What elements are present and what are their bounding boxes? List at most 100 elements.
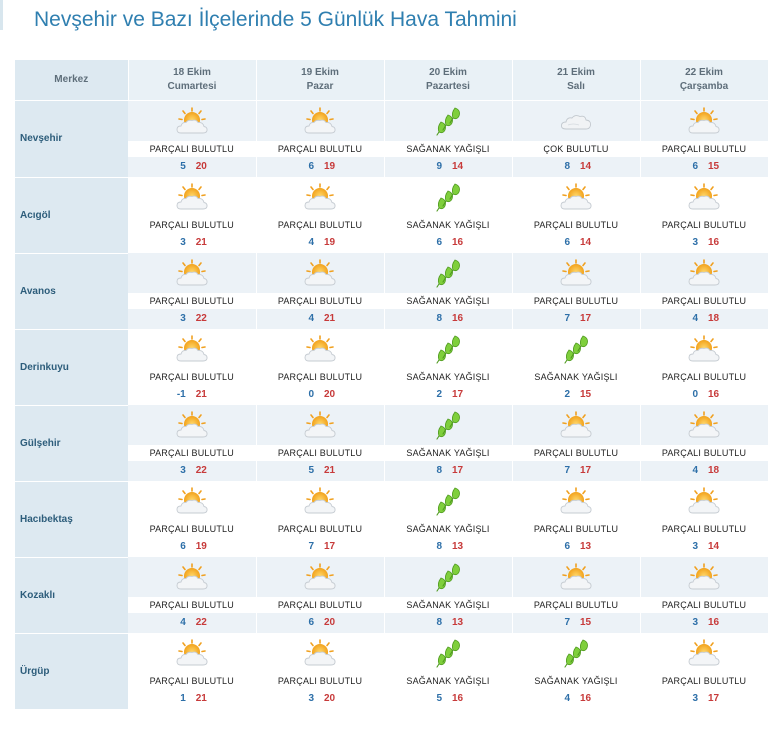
max-temperature: 14 — [708, 541, 720, 552]
min-temperature: 6 — [692, 161, 698, 172]
weather-icon-wrap — [513, 177, 640, 217]
weather-description: PARÇALI BULUTLU — [640, 597, 768, 613]
min-temperature: 8 — [564, 161, 570, 172]
weather-icon-wrap — [513, 405, 640, 445]
forecast-cell: PARÇALI BULUTLU 3 22 — [128, 405, 257, 481]
partly-cloudy-icon — [304, 259, 336, 286]
forecast-cell: PARÇALI BULUTLU 7 15 — [512, 557, 641, 633]
weather-icon-wrap — [385, 405, 512, 445]
temperature-range: 3 21 — [128, 233, 256, 253]
max-temperature: 19 — [195, 541, 207, 552]
weather-icon-wrap — [128, 253, 256, 293]
day-weekday: Pazar — [306, 81, 334, 92]
partly-cloudy-icon — [304, 639, 336, 666]
temperature-range: 7 17 — [257, 537, 384, 557]
partly-cloudy-icon — [688, 563, 720, 590]
weather-icon-wrap — [513, 329, 640, 369]
forecast-cell: PARÇALI BULUTLU 3 17 — [640, 633, 769, 709]
weather-description: PARÇALI BULUTLU — [149, 220, 234, 230]
weather-description: PARÇALI BULUTLU — [128, 141, 256, 157]
weather-icon-wrap — [385, 329, 512, 369]
max-temperature: 16 — [580, 693, 592, 704]
location-name: Derinkuyu — [15, 329, 128, 406]
day-header: 22 Ekim Çarşamba — [640, 60, 769, 101]
temperature-range: 5 20 — [128, 157, 256, 177]
max-temperature: 21 — [195, 237, 207, 248]
forecast-cell: PARÇALI BULUTLU 4 21 — [256, 253, 385, 329]
location-row: Acıgöl PARÇALI BULUTLU 3 21 PARÇALI BULUT… — [15, 177, 769, 254]
temperature-range: 6 16 — [385, 233, 512, 253]
min-temperature: 8 — [436, 465, 442, 476]
min-temperature: 6 — [564, 541, 570, 552]
forecast-cell: PARÇALI BULUTLU 6 19 — [128, 481, 257, 557]
min-temperature: 8 — [436, 617, 442, 628]
max-temperature: 17 — [324, 541, 336, 552]
temperature-range: 4 18 — [641, 309, 768, 329]
weather-description: SAĞANAK YAĞIŞLI — [406, 676, 490, 686]
weather-description: PARÇALI BULUTLU — [277, 372, 363, 382]
showers-icon — [436, 183, 460, 212]
max-temperature: 14 — [580, 237, 592, 248]
min-temperature: 4 — [692, 313, 698, 324]
partly-cloudy-icon — [176, 259, 208, 286]
max-temperature: 21 — [324, 313, 336, 324]
temperature-range: 6 19 — [257, 157, 384, 177]
temperature-range: 4 22 — [128, 613, 256, 633]
forecast-cell: PARÇALI BULUTLU 1 21 — [128, 633, 257, 709]
location-row: Kozaklı PARÇALI BULUTLU 4 22 PARÇALI BULU… — [15, 557, 769, 634]
location-name: Ürgüp — [15, 633, 128, 710]
temperature-range: 4 21 — [257, 309, 384, 329]
weather-icon-wrap — [257, 253, 384, 293]
weather-description: PARÇALI BULUTLU — [640, 141, 768, 157]
weather-icon-wrap — [257, 481, 384, 521]
max-temperature: 17 — [708, 693, 720, 704]
min-temperature: 4 — [308, 237, 314, 248]
temperature-range: 8 13 — [385, 537, 512, 557]
max-temperature: 14 — [452, 161, 464, 172]
weather-description: PARÇALI BULUTLU — [661, 524, 747, 534]
partly-cloudy-icon — [560, 563, 592, 590]
weather-icon-wrap — [513, 253, 640, 293]
forecast-cell: PARÇALI BULUTLU 4 19 — [256, 177, 385, 253]
day-header: 21 Ekim Salı — [512, 60, 641, 101]
partly-cloudy-icon — [688, 639, 720, 666]
page-title: Nevşehir ve Bazı İlçelerinde 5 Günlük Ha… — [34, 8, 517, 31]
weather-description: PARÇALI BULUTLU — [533, 220, 619, 230]
weather-icon-wrap — [513, 101, 640, 141]
max-temperature: 18 — [708, 313, 720, 324]
weather-description: PARÇALI BULUTLU — [149, 524, 234, 534]
temperature-range: 6 19 — [128, 537, 256, 557]
min-temperature: 5 — [436, 693, 442, 704]
weather-description: PARÇALI BULUTLU — [256, 445, 384, 461]
weather-description: PARÇALI BULUTLU — [512, 445, 640, 461]
temperature-range: 6 13 — [513, 537, 640, 557]
forecast-cell: PARÇALI BULUTLU 3 14 — [640, 481, 769, 557]
min-temperature: 3 — [692, 541, 698, 552]
max-temperature: 18 — [708, 465, 720, 476]
max-temperature: 21 — [195, 693, 207, 704]
min-temperature: 1 — [180, 693, 186, 704]
min-temperature: -1 — [176, 389, 186, 400]
weather-description: ÇOK BULUTLU — [512, 141, 640, 157]
temperature-range: 5 21 — [257, 461, 384, 481]
showers-icon — [436, 335, 460, 364]
weather-icon-wrap — [128, 557, 256, 597]
partly-cloudy-icon — [176, 639, 208, 666]
min-temperature: 8 — [436, 313, 442, 324]
max-temperature: 16 — [452, 313, 464, 324]
weather-icon-wrap — [385, 557, 512, 597]
temperature-range: 8 14 — [513, 157, 640, 177]
forecast-cell: SAĞANAK YAĞIŞLI 5 16 — [384, 633, 513, 709]
showers-icon — [564, 639, 588, 668]
forecast-cell: SAĞANAK YAĞIŞLI 8 16 — [384, 253, 513, 329]
min-temperature: 8 — [436, 541, 442, 552]
temperature-range: 7 17 — [513, 309, 640, 329]
forecast-cell: PARÇALI BULUTLU 0 20 — [256, 329, 385, 405]
showers-icon — [436, 107, 460, 136]
weather-description: SAĞANAK YAĞIŞLI — [406, 220, 490, 230]
showers-icon — [436, 411, 460, 440]
weather-icon-wrap — [257, 405, 384, 445]
temperature-range: 3 16 — [641, 233, 768, 253]
min-temperature: 0 — [692, 389, 698, 400]
partly-cloudy-icon — [304, 487, 336, 514]
